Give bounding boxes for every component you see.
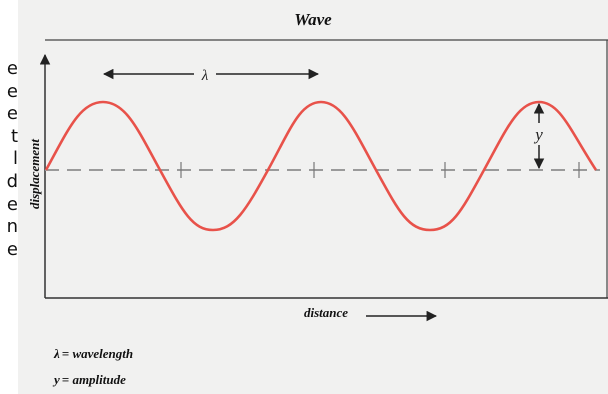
diagram-title: Wave: [294, 10, 332, 29]
legend-item-wavelength: λ = wavelength: [54, 346, 133, 362]
side-text-line: n: [6, 216, 18, 238]
side-text-line: e: [6, 238, 18, 260]
wave-diagram-svg: λ y: [39, 39, 608, 322]
side-text-line: d: [6, 170, 18, 192]
wave-curve: [44, 100, 598, 232]
legend-item-amplitude: y = amplitude: [54, 372, 126, 388]
amplitude-symbol: y: [533, 125, 543, 144]
wavelength-symbol: λ: [201, 68, 209, 84]
legend-symbol: y: [54, 372, 60, 387]
side-text-line: e: [6, 58, 18, 79]
side-text-column: e e e t l d e n e: [0, 58, 18, 261]
side-text-line: e: [6, 193, 18, 215]
y-axis-label: displacement: [27, 138, 42, 210]
side-text-line: t: [10, 125, 18, 147]
wave-diagram: λ y Wave displacement distance λ = wavele…: [18, 0, 608, 394]
wavelength-symbol-bg: [194, 64, 216, 84]
amplitude-symbol-bg: [528, 123, 550, 145]
legend-text: = amplitude: [61, 372, 126, 387]
legend-text: = wavelength: [61, 346, 134, 361]
legend-symbol: λ: [54, 346, 60, 361]
side-text-line: e: [6, 103, 18, 125]
side-text-line: e: [6, 80, 18, 102]
x-axis-label: distance: [304, 305, 349, 320]
side-text-line: l: [12, 148, 18, 170]
